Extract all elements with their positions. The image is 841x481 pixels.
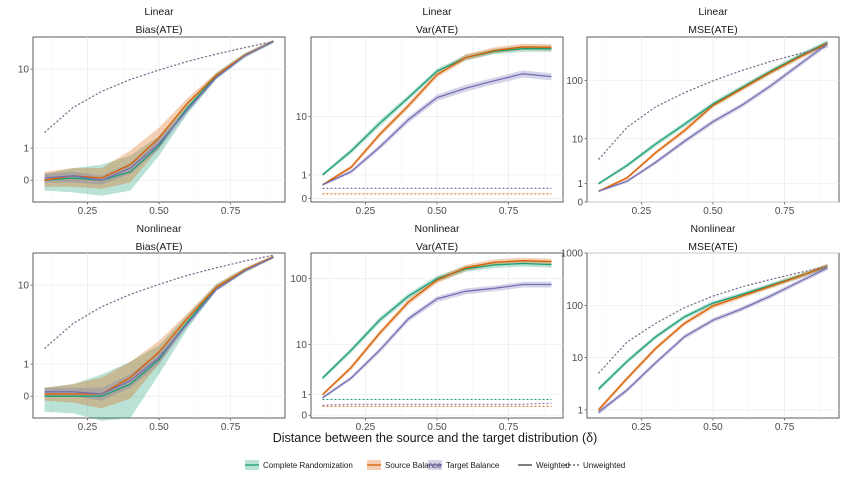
- y-tick-label: 10: [296, 112, 308, 123]
- line-target-balance-weighted: [598, 267, 828, 413]
- panel-linear-varate: Linear Var(ATE) 0 1 10 0.25 0.50 0.75: [296, 6, 564, 217]
- line-target-balance-weighted: [322, 73, 552, 186]
- line-target-balance-weighted: [44, 40, 274, 181]
- y-tick-label: 100: [566, 76, 583, 87]
- x-axis-title: Distance between the source and the targ…: [273, 431, 598, 445]
- y-tick-label: 100: [290, 274, 307, 285]
- panel-model-title: Linear: [698, 6, 728, 18]
- x-tick-label: 0.50: [149, 422, 169, 433]
- x-tick-label: 0.75: [775, 422, 795, 433]
- x-tick-label: 0.50: [149, 206, 169, 217]
- line-target-balance-unweighted: [44, 254, 274, 349]
- x-tick-label: 0.75: [221, 422, 241, 433]
- ribbon-source-balance: [322, 43, 552, 186]
- y-tick-label: 0: [301, 411, 307, 422]
- line-target-balance-unweighted: [598, 46, 828, 160]
- y-tick-label: 10: [18, 281, 30, 292]
- panel-linear-mseate: Linear MSE(ATE) 0 1 10 100 0.25 0.50 0.75: [566, 6, 840, 217]
- panel-metric-title: MSE(ATE): [688, 24, 737, 36]
- legend-label: Target Balance: [446, 461, 500, 470]
- y-tick-label: 1: [23, 360, 29, 371]
- panel-model-title: Linear: [144, 6, 174, 18]
- panel-metric-title: Var(ATE): [416, 241, 458, 253]
- ribbon-source-balance: [44, 255, 274, 409]
- y-tick-label: 0: [301, 194, 307, 205]
- panel-model-title: Nonlinear: [137, 223, 182, 235]
- line-complete-randomization-weighted: [322, 262, 552, 379]
- x-tick-label: 0.25: [78, 206, 98, 217]
- ribbon-complete-randomization: [44, 255, 274, 421]
- y-tick-label: 10: [18, 65, 30, 76]
- ribbon-target-balance: [598, 265, 828, 415]
- line-source-balance-weighted: [598, 42, 828, 192]
- line-target-balance-weighted: [44, 256, 274, 395]
- panel-nonlinear-biasate: Nonlinear Bias(ATE) 0 1 10 0.25 0.50 0.75: [18, 223, 286, 433]
- line-source-balance-weighted: [44, 256, 274, 395]
- panel-metric-title: Bias(ATE): [135, 24, 182, 36]
- panel-metric-title: Bias(ATE): [135, 241, 182, 253]
- y-tick-label: 1: [577, 405, 583, 416]
- line-target-balance-unweighted: [598, 265, 828, 374]
- legend-label: Complete Randomization: [263, 461, 353, 470]
- legend-label: Source Balance: [385, 461, 442, 470]
- x-tick-label: 0.50: [703, 206, 723, 217]
- y-tick-label: 1: [23, 144, 29, 155]
- panel-nonlinear-varate: Nonlinear Var(ATE) 0 1 10 100 0.25 0.50 0.75: [290, 223, 564, 433]
- y-tick-label: 10: [572, 134, 584, 145]
- y-tick-label: 1: [301, 170, 307, 181]
- x-tick-label: 0.25: [78, 422, 98, 433]
- ribbon-source-balance: [598, 41, 828, 193]
- x-tick-label: 0.75: [499, 206, 519, 217]
- x-tick-label: 0.25: [632, 206, 652, 217]
- x-tick-label: 0.50: [703, 422, 723, 433]
- line-source-balance-weighted: [322, 46, 552, 186]
- legend: Complete Randomization Source Balance Targ…: [245, 460, 625, 470]
- panel-linear-biasate: Linear Bias(ATE) 0 1 10 0.25 0.50 0.75: [18, 6, 286, 217]
- line-source-balance-weighted: [322, 260, 552, 396]
- ribbon-complete-randomization: [44, 39, 274, 196]
- panel-model-title: Nonlinear: [691, 223, 736, 235]
- y-tick-label: 0: [577, 198, 583, 209]
- x-tick-label: 0.75: [221, 206, 241, 217]
- line-source-balance-weighted: [598, 265, 828, 411]
- panel-model-title: Nonlinear: [415, 223, 460, 235]
- panel-metric-title: Var(ATE): [416, 24, 458, 36]
- legend-label: Weighted: [536, 461, 570, 470]
- line-target-balance-weighted: [322, 283, 552, 399]
- y-tick-label: 1000: [561, 249, 584, 260]
- line-target-balance-unweighted: [44, 40, 274, 133]
- y-tick-label: 10: [572, 353, 584, 364]
- y-tick-label: 0: [23, 176, 29, 187]
- panel-model-title: Linear: [422, 6, 452, 18]
- y-tick-label: 0: [23, 392, 29, 403]
- x-tick-label: 0.50: [427, 422, 447, 433]
- panel-metric-title: MSE(ATE): [688, 241, 737, 253]
- x-tick-label: 0.75: [775, 206, 795, 217]
- panel-nonlinear-mseate: Nonlinear MSE(ATE) 1 10 100 1000 0.25 0.50 0.75: [561, 223, 840, 433]
- line-complete-randomization-weighted: [598, 42, 828, 185]
- x-tick-label: 0.25: [356, 206, 376, 217]
- line-source-balance-weighted: [44, 40, 274, 181]
- y-tick-label: 1: [577, 179, 583, 190]
- legend-label: Unweighted: [583, 461, 625, 470]
- y-tick-label: 100: [566, 301, 583, 312]
- x-tick-label: 0.50: [427, 206, 447, 217]
- line-target-balance-weighted: [598, 43, 828, 192]
- y-tick-label: 1: [301, 390, 307, 401]
- x-tick-label: 0.75: [499, 422, 519, 433]
- line-complete-randomization-weighted: [322, 48, 552, 176]
- x-tick-label: 0.25: [632, 422, 652, 433]
- x-tick-label: 0.25: [356, 422, 376, 433]
- y-tick-label: 10: [296, 340, 308, 351]
